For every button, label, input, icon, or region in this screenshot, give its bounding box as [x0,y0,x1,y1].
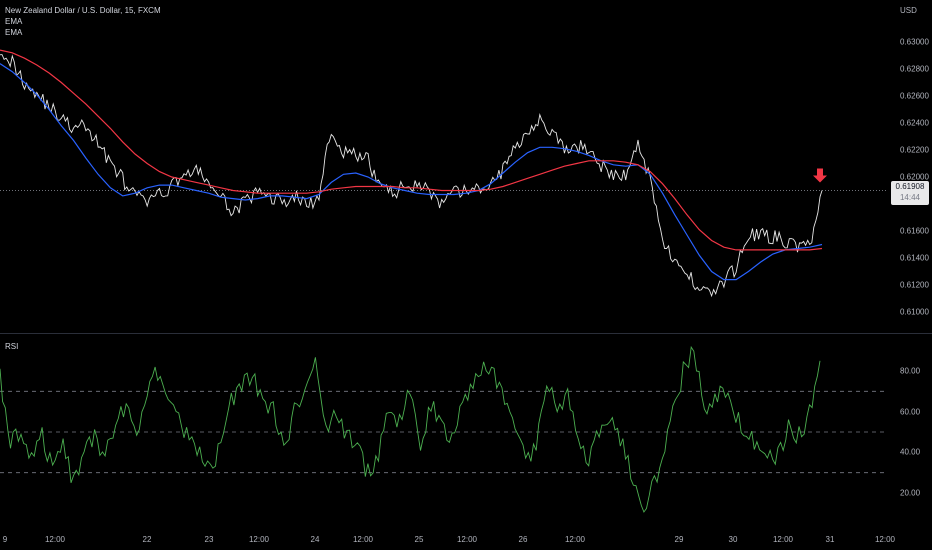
time-tick-label: 31 [825,535,835,544]
price-tick-label: 0.62400 [900,118,929,128]
rsi-label[interactable]: RSI [5,342,19,351]
currency-label: USD [900,6,917,15]
pane-divider[interactable] [0,333,932,334]
price-tick-label: 0.62600 [900,91,929,101]
ema_slow-line [0,49,823,251]
price-tick-label: 0.61400 [900,253,929,263]
down-arrow-marker [813,168,827,183]
rsi-tick-label: 60.00 [900,407,921,417]
time-tick-label: 29 [674,535,684,544]
time-tick-label: 24 [310,535,320,544]
time-tick-label: 12:00 [44,535,66,544]
bar-countdown: 14:44 [899,193,921,202]
rsi-pane[interactable] [0,336,888,528]
ema_fast-line [0,63,823,281]
price-tick-label: 0.61000 [900,307,929,317]
rsi-line [0,345,821,513]
time-tick-label: 26 [518,535,528,544]
price-tick-label: 0.62000 [900,172,929,182]
time-tick-label: 30 [728,535,738,544]
chart-legend: New Zealand Dollar / U.S. Dollar, 15, FX… [5,5,161,38]
price-tick-label: 0.61200 [900,280,929,290]
price-tick-label: 0.62200 [900,145,929,155]
rsi-chart[interactable] [0,336,888,528]
price-tick-label: 0.61600 [900,226,929,236]
rsi-tick-label: 80.00 [900,366,921,376]
time-tick-label: 12:00 [248,535,270,544]
price-tick-label: 0.63000 [900,37,929,47]
price-chart[interactable] [0,0,888,333]
time-tick-label: 12:00 [352,535,374,544]
time-tick-label: 12:00 [456,535,478,544]
ema-indicator-2-label[interactable]: EMA [5,28,23,37]
time-tick-label: 25 [414,535,424,544]
last-price-tag: 0.61908 14:44 [891,181,929,205]
time-tick-label: 23 [204,535,214,544]
price-tick-label: 0.62800 [900,64,929,74]
rsi-tick-label: 40.00 [900,447,921,457]
time-tick-label: 12:00 [874,535,896,544]
price-chart-pane[interactable] [0,0,888,333]
time-tick-label: 12:00 [564,535,586,544]
time-tick-label: 12:00 [772,535,794,544]
price-line [0,54,823,298]
time-tick-label: 22 [142,535,152,544]
last-price-value: 0.61908 [895,182,925,191]
time-tick-label: 9 [2,535,8,544]
symbol-title[interactable]: New Zealand Dollar / U.S. Dollar, 15, FX… [5,6,161,15]
ema-indicator-1-label[interactable]: EMA [5,17,23,26]
rsi-tick-label: 20.00 [900,488,921,498]
